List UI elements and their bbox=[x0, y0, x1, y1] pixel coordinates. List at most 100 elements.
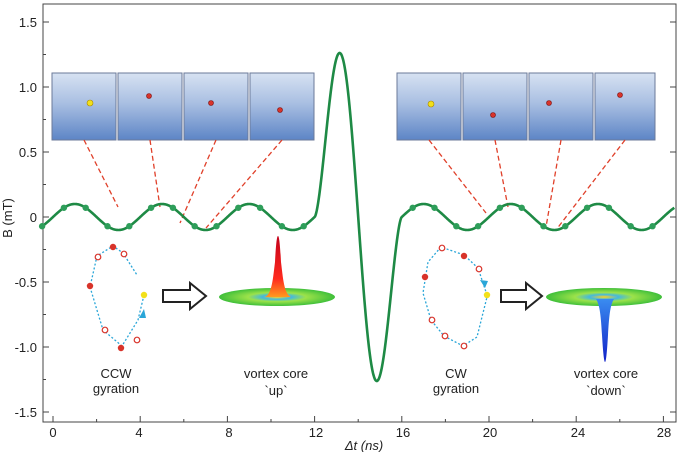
y-axis-label: B (mT) bbox=[0, 198, 15, 238]
curve-marker bbox=[235, 204, 242, 211]
core-marker bbox=[86, 99, 94, 107]
right-arrow-icon bbox=[162, 280, 208, 312]
core-marker bbox=[490, 112, 496, 118]
right-image-strip bbox=[396, 72, 656, 141]
leader-line bbox=[205, 139, 283, 229]
curve-marker bbox=[300, 223, 307, 230]
orbit-path bbox=[89, 245, 145, 347]
core-marker bbox=[146, 93, 152, 99]
curve-marker bbox=[60, 204, 68, 211]
core-marker bbox=[208, 100, 214, 106]
orbit-point bbox=[101, 326, 109, 334]
curve-marker bbox=[256, 204, 264, 211]
orbit-point bbox=[438, 244, 446, 252]
curve-marker bbox=[583, 204, 591, 211]
core-marker bbox=[427, 100, 435, 108]
y-tick-label: 1.5 bbox=[19, 15, 37, 30]
snapshot-frame bbox=[183, 72, 249, 141]
y-tick-label: -0.5 bbox=[15, 275, 37, 290]
curve-marker bbox=[474, 223, 482, 230]
leader-line bbox=[428, 139, 487, 214]
plot-frame bbox=[42, 3, 677, 423]
y-tick-label: 0.5 bbox=[19, 145, 37, 160]
curve-markers bbox=[38, 204, 656, 230]
leader-line bbox=[179, 139, 217, 224]
core-up-caption-line1: vortex core bbox=[244, 366, 308, 381]
orbit-point bbox=[460, 342, 468, 350]
leader-line bbox=[545, 139, 562, 228]
orbit-point bbox=[441, 332, 449, 340]
field-curve bbox=[41, 51, 676, 383]
core-spike-up bbox=[265, 236, 291, 297]
curve-marker bbox=[431, 204, 438, 211]
curve-marker bbox=[627, 223, 634, 230]
curve-marker bbox=[169, 204, 177, 211]
orbit-point bbox=[421, 273, 429, 281]
x-tick-label: 20 bbox=[483, 425, 497, 440]
x-tick-label: 24 bbox=[571, 425, 585, 440]
orbit-point bbox=[428, 316, 436, 324]
leader-line bbox=[83, 139, 119, 208]
y-tick-label: -1.5 bbox=[15, 405, 37, 420]
y-tick-label: -1.0 bbox=[15, 340, 37, 355]
leader-line bbox=[149, 139, 161, 208]
orbit-point bbox=[109, 243, 117, 251]
curve-marker bbox=[191, 223, 198, 230]
curve-marker bbox=[496, 204, 504, 211]
snapshot-frame bbox=[249, 72, 315, 141]
curve-marker bbox=[104, 223, 111, 230]
orbit-point bbox=[483, 291, 491, 299]
orbit-point bbox=[86, 282, 94, 290]
core-spike-down bbox=[596, 299, 614, 362]
x-tick-label: 4 bbox=[135, 425, 142, 440]
orbit-point bbox=[117, 344, 125, 352]
x-tick-label: 12 bbox=[309, 425, 323, 440]
orbit-point bbox=[460, 252, 468, 260]
curve-marker bbox=[82, 204, 89, 211]
core-up-caption-line2: `up` bbox=[264, 383, 287, 398]
curve-marker bbox=[126, 223, 133, 230]
ccw-caption-line1: CCW bbox=[100, 366, 132, 381]
cw-caption-line1: CW bbox=[445, 366, 467, 381]
ccw-caption-line2: gyration bbox=[93, 381, 139, 396]
curve-marker bbox=[38, 223, 46, 230]
snapshot-frame bbox=[594, 72, 656, 141]
orbit-arrowhead bbox=[480, 280, 488, 288]
right-arrow-icon bbox=[500, 280, 544, 312]
curve-marker bbox=[213, 223, 220, 230]
core-marker bbox=[546, 100, 552, 106]
orbit-point bbox=[140, 291, 148, 299]
vortex-core-down-plot bbox=[546, 288, 662, 362]
left-image-strip bbox=[51, 72, 315, 141]
cw-orbit-diagram bbox=[421, 244, 491, 350]
x-tick-label: 8 bbox=[225, 425, 232, 440]
snapshot-frame bbox=[117, 72, 183, 141]
x-axis-label: Δt (ns) bbox=[344, 438, 383, 452]
orbit-point bbox=[120, 250, 128, 258]
curve-marker bbox=[562, 223, 569, 230]
snapshot-frame bbox=[51, 72, 117, 141]
leader-line bbox=[555, 139, 626, 231]
snapshot-frame bbox=[528, 72, 594, 141]
core-marker bbox=[277, 107, 283, 113]
x-tick-label: 28 bbox=[657, 425, 671, 440]
snapshot-frame bbox=[462, 72, 528, 141]
curve-marker bbox=[518, 204, 525, 211]
vortex-core-up-plot bbox=[219, 236, 335, 306]
x-tick-label: 16 bbox=[396, 425, 410, 440]
cw-caption-line2: gyration bbox=[433, 381, 479, 396]
core-down-caption-line1: vortex core bbox=[574, 366, 638, 381]
curve-marker bbox=[278, 223, 286, 230]
y-tick-label: 1.0 bbox=[19, 80, 37, 95]
leader-line bbox=[494, 139, 509, 208]
curve-marker bbox=[605, 204, 613, 211]
axis-ticks bbox=[43, 21, 676, 422]
curve-marker bbox=[453, 223, 460, 230]
orbit-path bbox=[422, 246, 488, 347]
curve-marker bbox=[409, 204, 416, 211]
orbit-point bbox=[94, 253, 102, 261]
ccw-orbit-diagram bbox=[86, 243, 148, 352]
x-tick-label: 0 bbox=[49, 425, 56, 440]
curve-marker bbox=[147, 204, 155, 211]
